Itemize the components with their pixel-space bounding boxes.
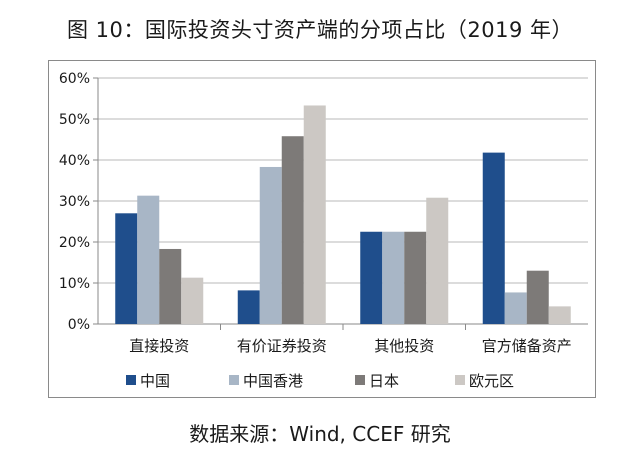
bar-中国香港-直接投资 [137,195,160,324]
y-tick-label: 20% [59,235,90,251]
y-tick-label: 0% [68,317,90,333]
bar-日本-其他投资 [404,231,427,324]
legend-swatch [126,375,136,385]
y-tick-label: 10% [59,276,90,292]
bar-中国-有价证券投资 [237,290,260,324]
bar-中国-官方储备资产 [482,152,505,324]
legend-swatch [355,375,365,385]
legend-label: 日本 [369,372,399,390]
legend-label: 欧元区 [469,372,514,390]
legend-swatch [229,375,239,385]
chart-title: 图 10：国际投资头寸资产端的分项占比（2019 年） [66,18,573,42]
y-tick-label: 60% [59,71,90,87]
legend-swatch [455,375,465,385]
bar-中国香港-有价证券投资 [259,166,282,324]
y-tick-label: 30% [59,194,90,210]
bar-欧元区-官方储备资产 [548,306,571,324]
bar-中国香港-官方储备资产 [504,292,527,324]
bar-中国-其他投资 [360,231,383,324]
bar-日本-官方储备资产 [526,270,549,324]
bar-欧元区-其他投资 [426,197,449,324]
bar-日本-直接投资 [159,248,182,324]
y-tick-label: 50% [59,112,90,128]
legend-label: 中国 [140,372,170,390]
bar-欧元区-直接投资 [181,277,204,324]
source-note: 数据来源：Wind, CCEF 研究 [189,422,451,446]
bar-中国-直接投资 [115,213,138,324]
x-category-label: 其他投资 [374,337,434,355]
bar-欧元区-有价证券投资 [303,105,326,324]
bar-中国香港-其他投资 [382,231,405,324]
bar-日本-有价证券投资 [281,136,304,324]
x-category-label: 官方储备资产 [482,337,572,355]
legend-label: 中国香港 [243,372,303,390]
x-category-label: 直接投资 [129,337,189,355]
x-category-label: 有价证券投资 [237,337,327,355]
y-tick-label: 40% [59,153,90,169]
